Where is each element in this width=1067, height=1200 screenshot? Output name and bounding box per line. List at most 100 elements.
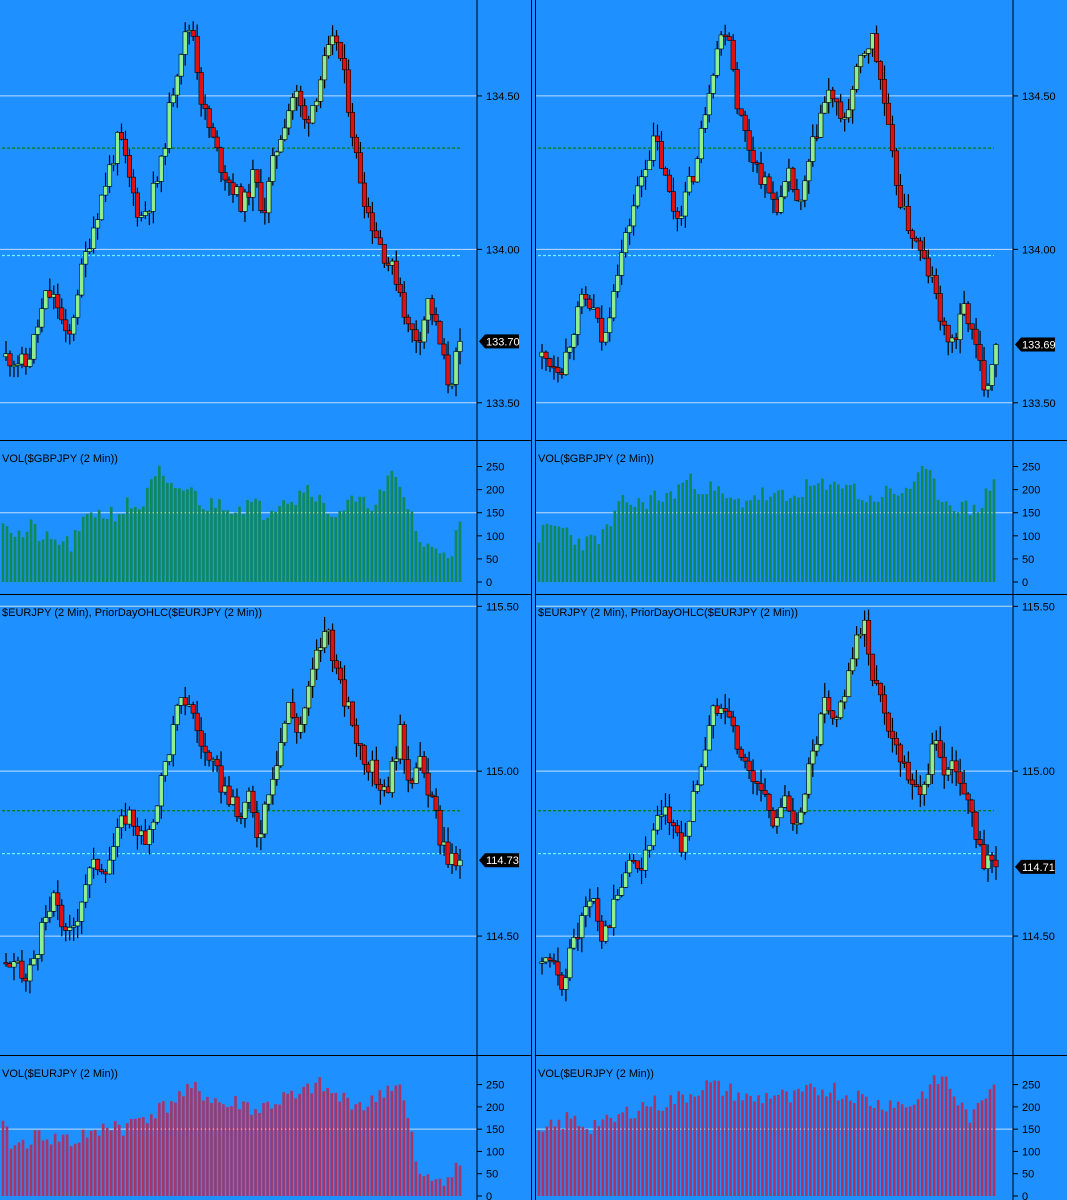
volume-bar xyxy=(633,1118,637,1196)
eurjpy-price-pane[interactable]: 115.50 115.00 114.50 114.71 $EURJPY (2 Min)… xyxy=(536,595,1067,1056)
down-candle xyxy=(393,260,399,285)
volume-bar xyxy=(789,1102,792,1196)
down-candle xyxy=(989,854,995,861)
volume-bar xyxy=(625,502,629,582)
volume-bar xyxy=(829,484,832,582)
volume-bar xyxy=(330,516,334,582)
window-divider[interactable] xyxy=(531,0,536,1200)
volume-bar xyxy=(314,501,317,582)
volume-bar xyxy=(749,500,752,582)
volume-bar xyxy=(992,479,996,582)
up-candle xyxy=(842,696,848,703)
volume-bar xyxy=(274,511,277,582)
volume-bar xyxy=(781,1089,784,1196)
gbpjpy-candlestick-chart[interactable]: 134.50 134.00 133.50 133.69 xyxy=(536,0,1067,441)
eurjpy-candlestick-chart[interactable]: 115.50 115.00 114.50 114.73 xyxy=(0,595,531,1056)
volume-bar xyxy=(553,1126,557,1196)
volume-bar xyxy=(537,542,541,582)
volume-bar xyxy=(338,1101,342,1196)
volume-bar xyxy=(673,498,677,582)
gbpjpy-price-pane[interactable]: 134.50 134.00 133.50 133.70 xyxy=(0,0,531,441)
volume-bar xyxy=(306,1083,309,1196)
volume-bar xyxy=(206,510,209,582)
volume-bar xyxy=(944,1076,948,1196)
down-candle xyxy=(722,34,728,37)
down-candle xyxy=(210,127,216,138)
volume-bar xyxy=(773,1095,776,1196)
volume-bar xyxy=(988,490,992,582)
volume-bar xyxy=(238,506,241,582)
down-candle xyxy=(905,761,911,781)
volume-bar xyxy=(322,502,326,582)
volume-tick-label: 250 xyxy=(486,1080,504,1092)
gbpjpy-volume-pane[interactable]: 250 200 150 100 50 0 VOL($GBPJPY (2 Min)) xyxy=(0,441,531,595)
volume-bar xyxy=(270,510,273,582)
up-candle xyxy=(846,670,852,697)
volume-bar xyxy=(438,1178,442,1196)
up-candle xyxy=(623,872,629,888)
volume-bar xyxy=(298,490,301,582)
volume-bar xyxy=(821,1089,824,1196)
eurjpy-volume-chart[interactable]: 250 200 150 100 50 0 xyxy=(536,1056,1067,1200)
volume-bar xyxy=(418,1173,422,1196)
up-candle xyxy=(413,767,419,784)
volume-bar xyxy=(573,544,577,582)
up-candle xyxy=(107,859,113,875)
eurjpy-volume-pane[interactable]: 250 200 150 100 50 0 VOL($EURJPY (2 Min)) xyxy=(0,1056,531,1200)
up-candle xyxy=(798,811,804,824)
volume-bar xyxy=(382,1097,386,1196)
down-candle xyxy=(433,796,439,811)
volume-bar xyxy=(354,501,358,582)
gbpjpy-volume-chart[interactable]: 250 200 150 100 50 0 xyxy=(0,441,531,595)
volume-bar xyxy=(892,1107,896,1196)
gbpjpy-price-pane[interactable]: 134.50 134.00 133.50 133.69 xyxy=(536,0,1067,441)
down-candle xyxy=(226,179,232,184)
down-candle xyxy=(19,960,25,979)
eurjpy-candlestick-chart[interactable]: 115.50 115.00 114.50 114.71 xyxy=(536,595,1067,1056)
down-candle xyxy=(445,354,451,386)
eurjpy-price-pane[interactable]: 115.50 115.00 114.50 114.73 $EURJPY (2 Min)… xyxy=(0,595,531,1056)
up-candle xyxy=(290,97,296,112)
up-candle xyxy=(95,219,101,229)
last-price-marker xyxy=(479,853,519,868)
gbpjpy-candlestick-chart[interactable]: 134.50 134.00 133.50 133.70 xyxy=(0,0,531,441)
volume-bar xyxy=(29,1144,33,1196)
up-candle xyxy=(694,784,700,792)
volume-bar xyxy=(394,1085,398,1196)
up-candle xyxy=(318,647,324,651)
volume-bar xyxy=(450,556,454,582)
eurjpy-volume-chart[interactable]: 250 200 150 100 50 0 xyxy=(0,1056,531,1200)
eurjpy-volume-pane[interactable]: 250 200 150 100 50 0 VOL($EURJPY (2 Min)) xyxy=(536,1056,1067,1200)
price-tick-label: 133.50 xyxy=(486,398,520,410)
volume-bar xyxy=(234,512,237,582)
up-candle xyxy=(27,358,33,367)
eurjpy-price-title: $EURJPY (2 Min), PriorDayOHLC($EURJPY (2… xyxy=(2,607,262,619)
down-candle xyxy=(654,135,660,142)
gbpjpy-volume-chart[interactable]: 250 200 150 100 50 0 xyxy=(536,441,1067,595)
volume-bar xyxy=(737,498,740,582)
volume-bar xyxy=(450,1177,454,1196)
volume-bar xyxy=(438,553,442,582)
volume-bar xyxy=(617,501,621,582)
down-candle xyxy=(338,667,344,681)
volume-bar xyxy=(53,539,57,582)
down-candle xyxy=(878,61,884,80)
volume-tick-label: 50 xyxy=(486,1169,498,1181)
volume-bar xyxy=(286,1093,289,1196)
volume-bar xyxy=(761,487,764,582)
volume-bar xyxy=(785,500,788,582)
volume-bar xyxy=(860,500,864,582)
down-candle xyxy=(993,859,999,868)
volume-bar xyxy=(829,1092,832,1196)
up-candle xyxy=(810,136,816,162)
down-candle xyxy=(409,323,415,331)
volume-bar xyxy=(944,501,948,582)
down-candle xyxy=(429,298,435,315)
volume-bar xyxy=(422,546,426,582)
up-candle xyxy=(158,775,164,807)
up-candle xyxy=(270,779,276,796)
volume-bar xyxy=(350,495,354,582)
down-candle xyxy=(214,759,220,767)
volume-bar xyxy=(1,1120,5,1196)
gbpjpy-volume-pane[interactable]: 250 200 150 100 50 0 VOL($GBPJPY (2 Min)) xyxy=(536,441,1067,595)
